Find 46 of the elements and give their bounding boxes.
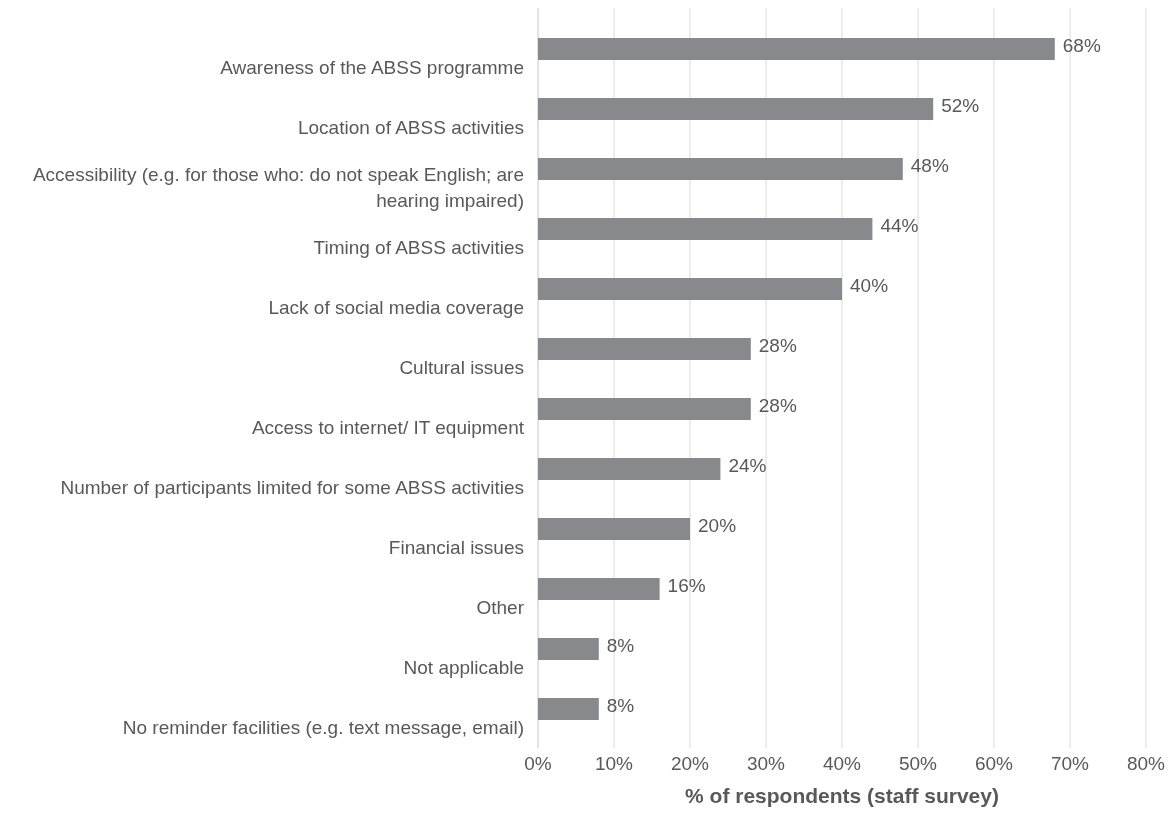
data-label: 68% xyxy=(1062,35,1101,57)
x-tick-label: 80% xyxy=(1126,753,1166,774)
bar xyxy=(538,638,599,660)
bar xyxy=(538,38,1055,60)
x-tick-label: 40% xyxy=(822,753,862,774)
bar xyxy=(538,278,842,300)
data-label: 48% xyxy=(910,155,949,177)
x-tick-label: 50% xyxy=(898,753,938,774)
y-tick-label: Cultural issues xyxy=(399,357,524,379)
y-tick-label: No reminder facilities (e.g. text message, email) xyxy=(122,717,524,739)
y-tick-label: Not applicable xyxy=(403,657,524,679)
x-tick-label: 30% xyxy=(746,753,786,774)
bar xyxy=(538,398,751,420)
data-label: 20% xyxy=(698,515,737,537)
x-axis-title: % of respondents (staff survey) xyxy=(685,784,999,807)
x-tick-label: 70% xyxy=(1050,753,1090,774)
y-tick-label: Timing of ABSS activities xyxy=(313,237,524,259)
bar xyxy=(538,518,690,540)
bar xyxy=(538,158,903,180)
bar xyxy=(538,338,751,360)
data-label: 28% xyxy=(758,335,797,357)
bar xyxy=(538,218,873,240)
data-label: 44% xyxy=(880,215,919,237)
data-label: 24% xyxy=(728,455,767,477)
y-tick-label: Number of participants limited for some ABSS activities xyxy=(60,477,524,499)
data-label: 8% xyxy=(606,695,635,717)
y-tick-label: Accessibility (e.g. for those who: do not speak English; are hearing impaired) xyxy=(32,164,524,212)
bar xyxy=(538,578,660,600)
y-tick-label: Lack of social media coverage xyxy=(268,297,524,319)
y-tick-label: Financial issues xyxy=(388,537,524,559)
y-tick-label: Other xyxy=(476,597,525,619)
y-tick-label: Awareness of the ABSS programme xyxy=(220,57,524,79)
data-label: 16% xyxy=(667,575,706,597)
y-tick-label: Location of ABSS activities xyxy=(297,117,524,139)
y-tick-label: Access to internet/ IT equipment xyxy=(251,417,525,439)
data-label: 28% xyxy=(758,395,797,417)
bar xyxy=(538,98,934,120)
data-label: 52% xyxy=(941,95,980,117)
x-tick-label: 20% xyxy=(670,753,710,774)
x-tick-label: 10% xyxy=(594,753,634,774)
data-label: 40% xyxy=(850,275,889,297)
bar xyxy=(538,698,599,720)
data-label: 8% xyxy=(606,635,635,657)
bar xyxy=(538,458,721,480)
x-tick-label: 60% xyxy=(974,753,1014,774)
x-tick-label: 0% xyxy=(524,753,552,774)
